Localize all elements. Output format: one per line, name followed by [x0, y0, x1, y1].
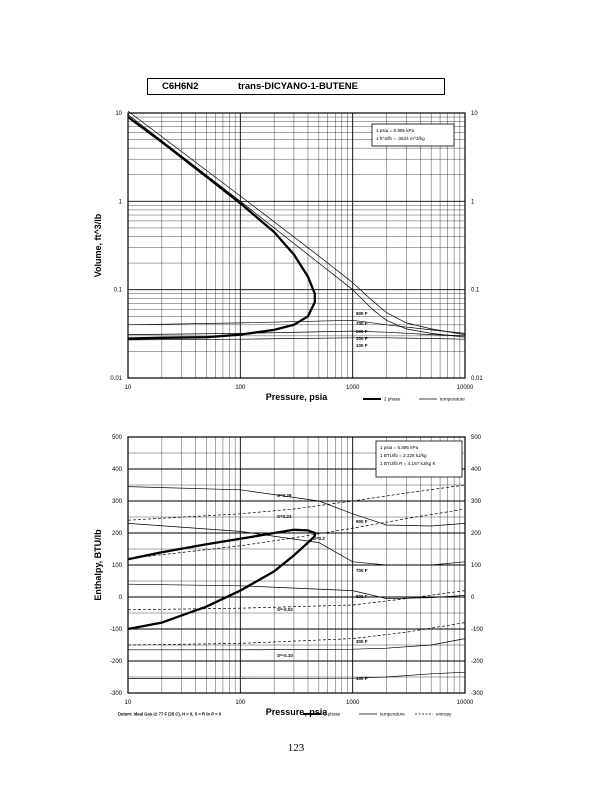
isotherm-line: [127, 330, 466, 337]
entropy-label: S=0.29: [277, 493, 292, 498]
plot-frame: [127, 112, 466, 379]
entropy-label: S=0.24: [277, 514, 292, 519]
y-tick-label-right: 500: [471, 435, 482, 441]
isotherm-line: [127, 486, 466, 527]
x-axis-label: Pressure, psia: [266, 707, 329, 717]
y-axis-label: Enthalpy, BTU/lb: [93, 529, 103, 601]
x-tick-label: 1000: [346, 385, 360, 391]
y-tick-label-right: 100: [471, 563, 482, 569]
conversion-box: [375, 440, 463, 478]
conversion-text: 1 ft^3/lb = .0624 m^3/kg: [376, 136, 425, 141]
chart-2-group: [127, 436, 466, 715]
entropy-label: S=-0.10: [277, 653, 293, 658]
conversion-text: 1 psia = 6.895 kPa: [380, 445, 419, 450]
entropy-label: S=0.2: [313, 536, 325, 541]
chart-title-box: C6H6N2 trans-DICYANO-1-BUTENE: [147, 78, 445, 95]
x-tick-label: 100: [235, 385, 246, 391]
y-tick-label: 500: [112, 435, 123, 441]
y-tick-label-right: 400: [471, 467, 482, 473]
x-axis-label: Pressure, psia: [266, 392, 329, 402]
legend-label: temperature: [380, 712, 405, 717]
y-tick-label: -200: [110, 659, 123, 665]
entropy-line: [127, 622, 466, 646]
legend-label: temperature: [440, 397, 465, 402]
isotherm-label: 300 F: [356, 336, 368, 341]
isotherm-label: 100 F: [356, 676, 368, 681]
chart-1-group: [127, 110, 466, 400]
two-phase-dome: [127, 528, 316, 631]
y-tick-label-right: 200: [471, 531, 482, 537]
conversion-text: 1 BTU/lb = 2.326 kJ/kg: [380, 453, 427, 458]
isotherm-line: [128, 671, 466, 679]
y-tick-label-right: 0.1: [471, 288, 480, 294]
y-tick-label: -300: [110, 691, 123, 697]
conversion-text: 1 BTU/lb R = 4.187 kJ/kg K: [380, 461, 436, 466]
x-tick-label: 10: [125, 385, 132, 391]
y-tick-label-right: 0.01: [471, 376, 483, 382]
x-tick-label: 10: [125, 700, 132, 706]
y-tick-label: 1: [119, 199, 123, 205]
y-tick-label-right: -300: [471, 691, 484, 697]
y-tick-label: 400: [112, 467, 123, 473]
plot-frame: [127, 436, 466, 694]
x-tick-label: 1000: [346, 700, 360, 706]
page-number: 123: [287, 742, 305, 754]
isotherm-line: [128, 638, 466, 651]
isotherm-label: 700 F: [356, 321, 368, 326]
x-tick-label: 10000: [457, 700, 474, 706]
compound-name: trans-DICYANO-1-BUTENE: [238, 81, 358, 92]
entropy-line: [127, 590, 466, 611]
isotherm-line: [127, 337, 466, 341]
entropy-label: S=-0.02: [277, 607, 293, 612]
isotherm-label: 700 F: [356, 568, 368, 573]
y-tick-label: 0.01: [110, 376, 122, 382]
y-axis-label: Volume, ft^3/lb: [93, 213, 103, 277]
legend-label: entropy: [436, 712, 452, 717]
entropy-line: [127, 508, 466, 559]
isotherm-line: [127, 523, 466, 566]
y-tick-label-right: 0: [471, 595, 475, 601]
isotherm-line: [127, 110, 466, 335]
y-tick-label: -100: [110, 627, 123, 633]
x-tick-label: 10000: [457, 385, 474, 391]
legend-label: 2 phase: [384, 397, 401, 402]
isotherm-line: [127, 114, 466, 338]
y-tick-label-right: -100: [471, 627, 484, 633]
datum-footnote: Datum: Ideal Gas @ 77 F (25 C), H = 0, S…: [118, 712, 222, 717]
isotherm-label: 500 F: [356, 594, 368, 599]
isotherm-line: [127, 583, 466, 599]
y-tick-label-right: 300: [471, 499, 482, 505]
y-tick-label: 0: [119, 595, 123, 601]
x-tick-label: 100: [235, 700, 246, 706]
isotherm-label: 900 F: [356, 519, 368, 524]
isotherm-line: [127, 319, 466, 334]
isotherm-label: 500 F: [356, 329, 368, 334]
y-tick-label: 10: [115, 111, 122, 117]
y-tick-label-right: 10: [471, 111, 478, 117]
compound-formula: C6H6N2: [162, 81, 199, 92]
y-tick-label-right: 1: [471, 199, 475, 205]
y-tick-label: 300: [112, 499, 123, 505]
isotherm-label: 900 F: [356, 311, 368, 316]
conversion-text: 1 psia = 6.895 kPa: [376, 128, 415, 133]
entropy-line: [127, 484, 466, 521]
y-tick-label: 0.1: [114, 288, 123, 294]
isotherm-label: 300 F: [356, 639, 368, 644]
isotherm-label: 100 F: [356, 343, 368, 348]
conversion-box: [371, 123, 455, 147]
y-tick-label-right: -200: [471, 659, 484, 665]
y-tick-label: 200: [112, 531, 123, 537]
two-phase-dome: [127, 116, 316, 340]
legend-label: 2 phase: [324, 712, 341, 717]
y-tick-label: 100: [112, 563, 123, 569]
